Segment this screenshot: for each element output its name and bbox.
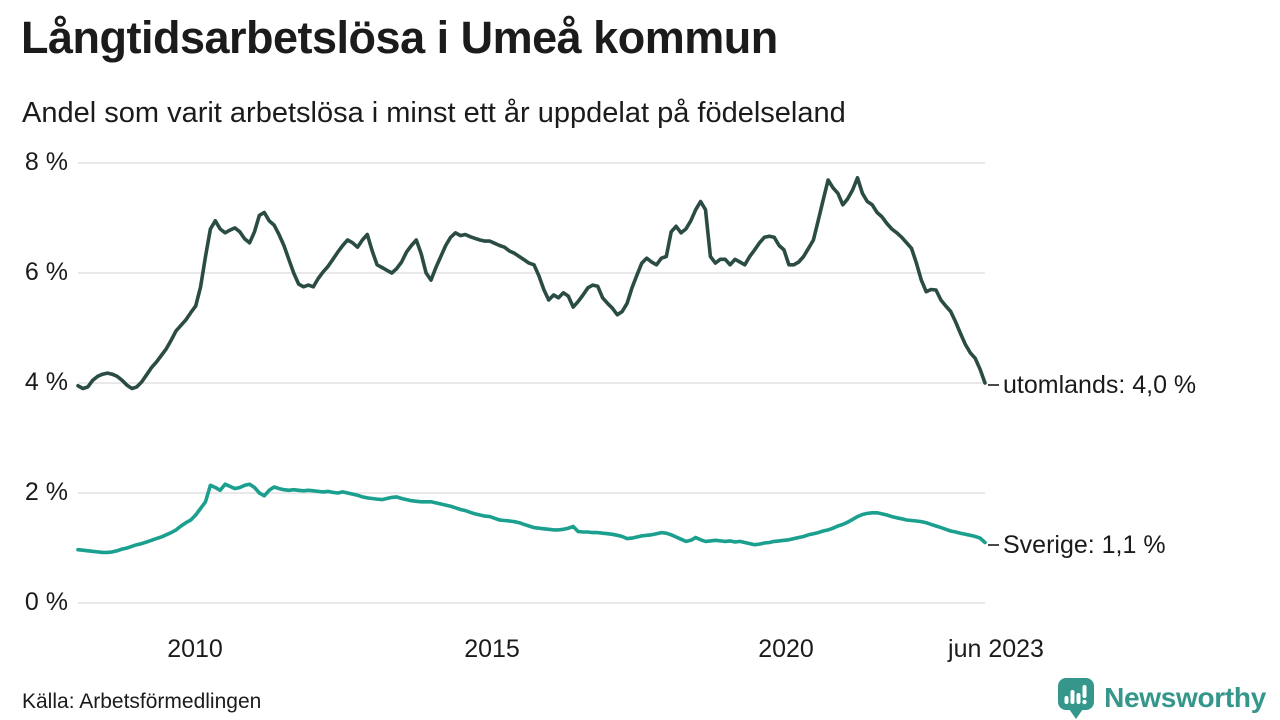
y-tick-label: 0 % (25, 588, 68, 616)
page-subtitle: Andel som varit arbetslösa i minst ett å… (22, 97, 846, 129)
newsworthy-wordmark: Newsworthy (1104, 682, 1266, 713)
x-tick-label: 2020 (758, 635, 814, 663)
y-tick-label: 6 % (25, 258, 68, 286)
sverige-end-label: Sverige: 1,1 % (1003, 531, 1166, 559)
series-lines (76, 176, 987, 555)
x-tick-label: 2015 (464, 635, 520, 663)
x-tick-label: 2010 (167, 635, 223, 663)
x-tick-label: jun 2023 (947, 635, 1044, 663)
newsworthy-icon (1058, 678, 1095, 719)
newsworthy-logo: Newsworthy (1056, 676, 1266, 720)
gridlines (78, 162, 985, 604)
source-note: Källa: Arbetsförmedlingen (22, 690, 262, 713)
series-line-utomlands (76, 176, 987, 391)
y-tick-label: 4 % (25, 368, 68, 396)
y-tick-label: 2 % (25, 478, 68, 506)
utomlands-end-label: utomlands: 4,0 % (1003, 371, 1196, 399)
y-tick-label: 8 % (25, 148, 68, 176)
series-line-sverige (76, 482, 987, 555)
page-title: Långtidsarbetslösa i Umeå kommun (21, 12, 778, 63)
